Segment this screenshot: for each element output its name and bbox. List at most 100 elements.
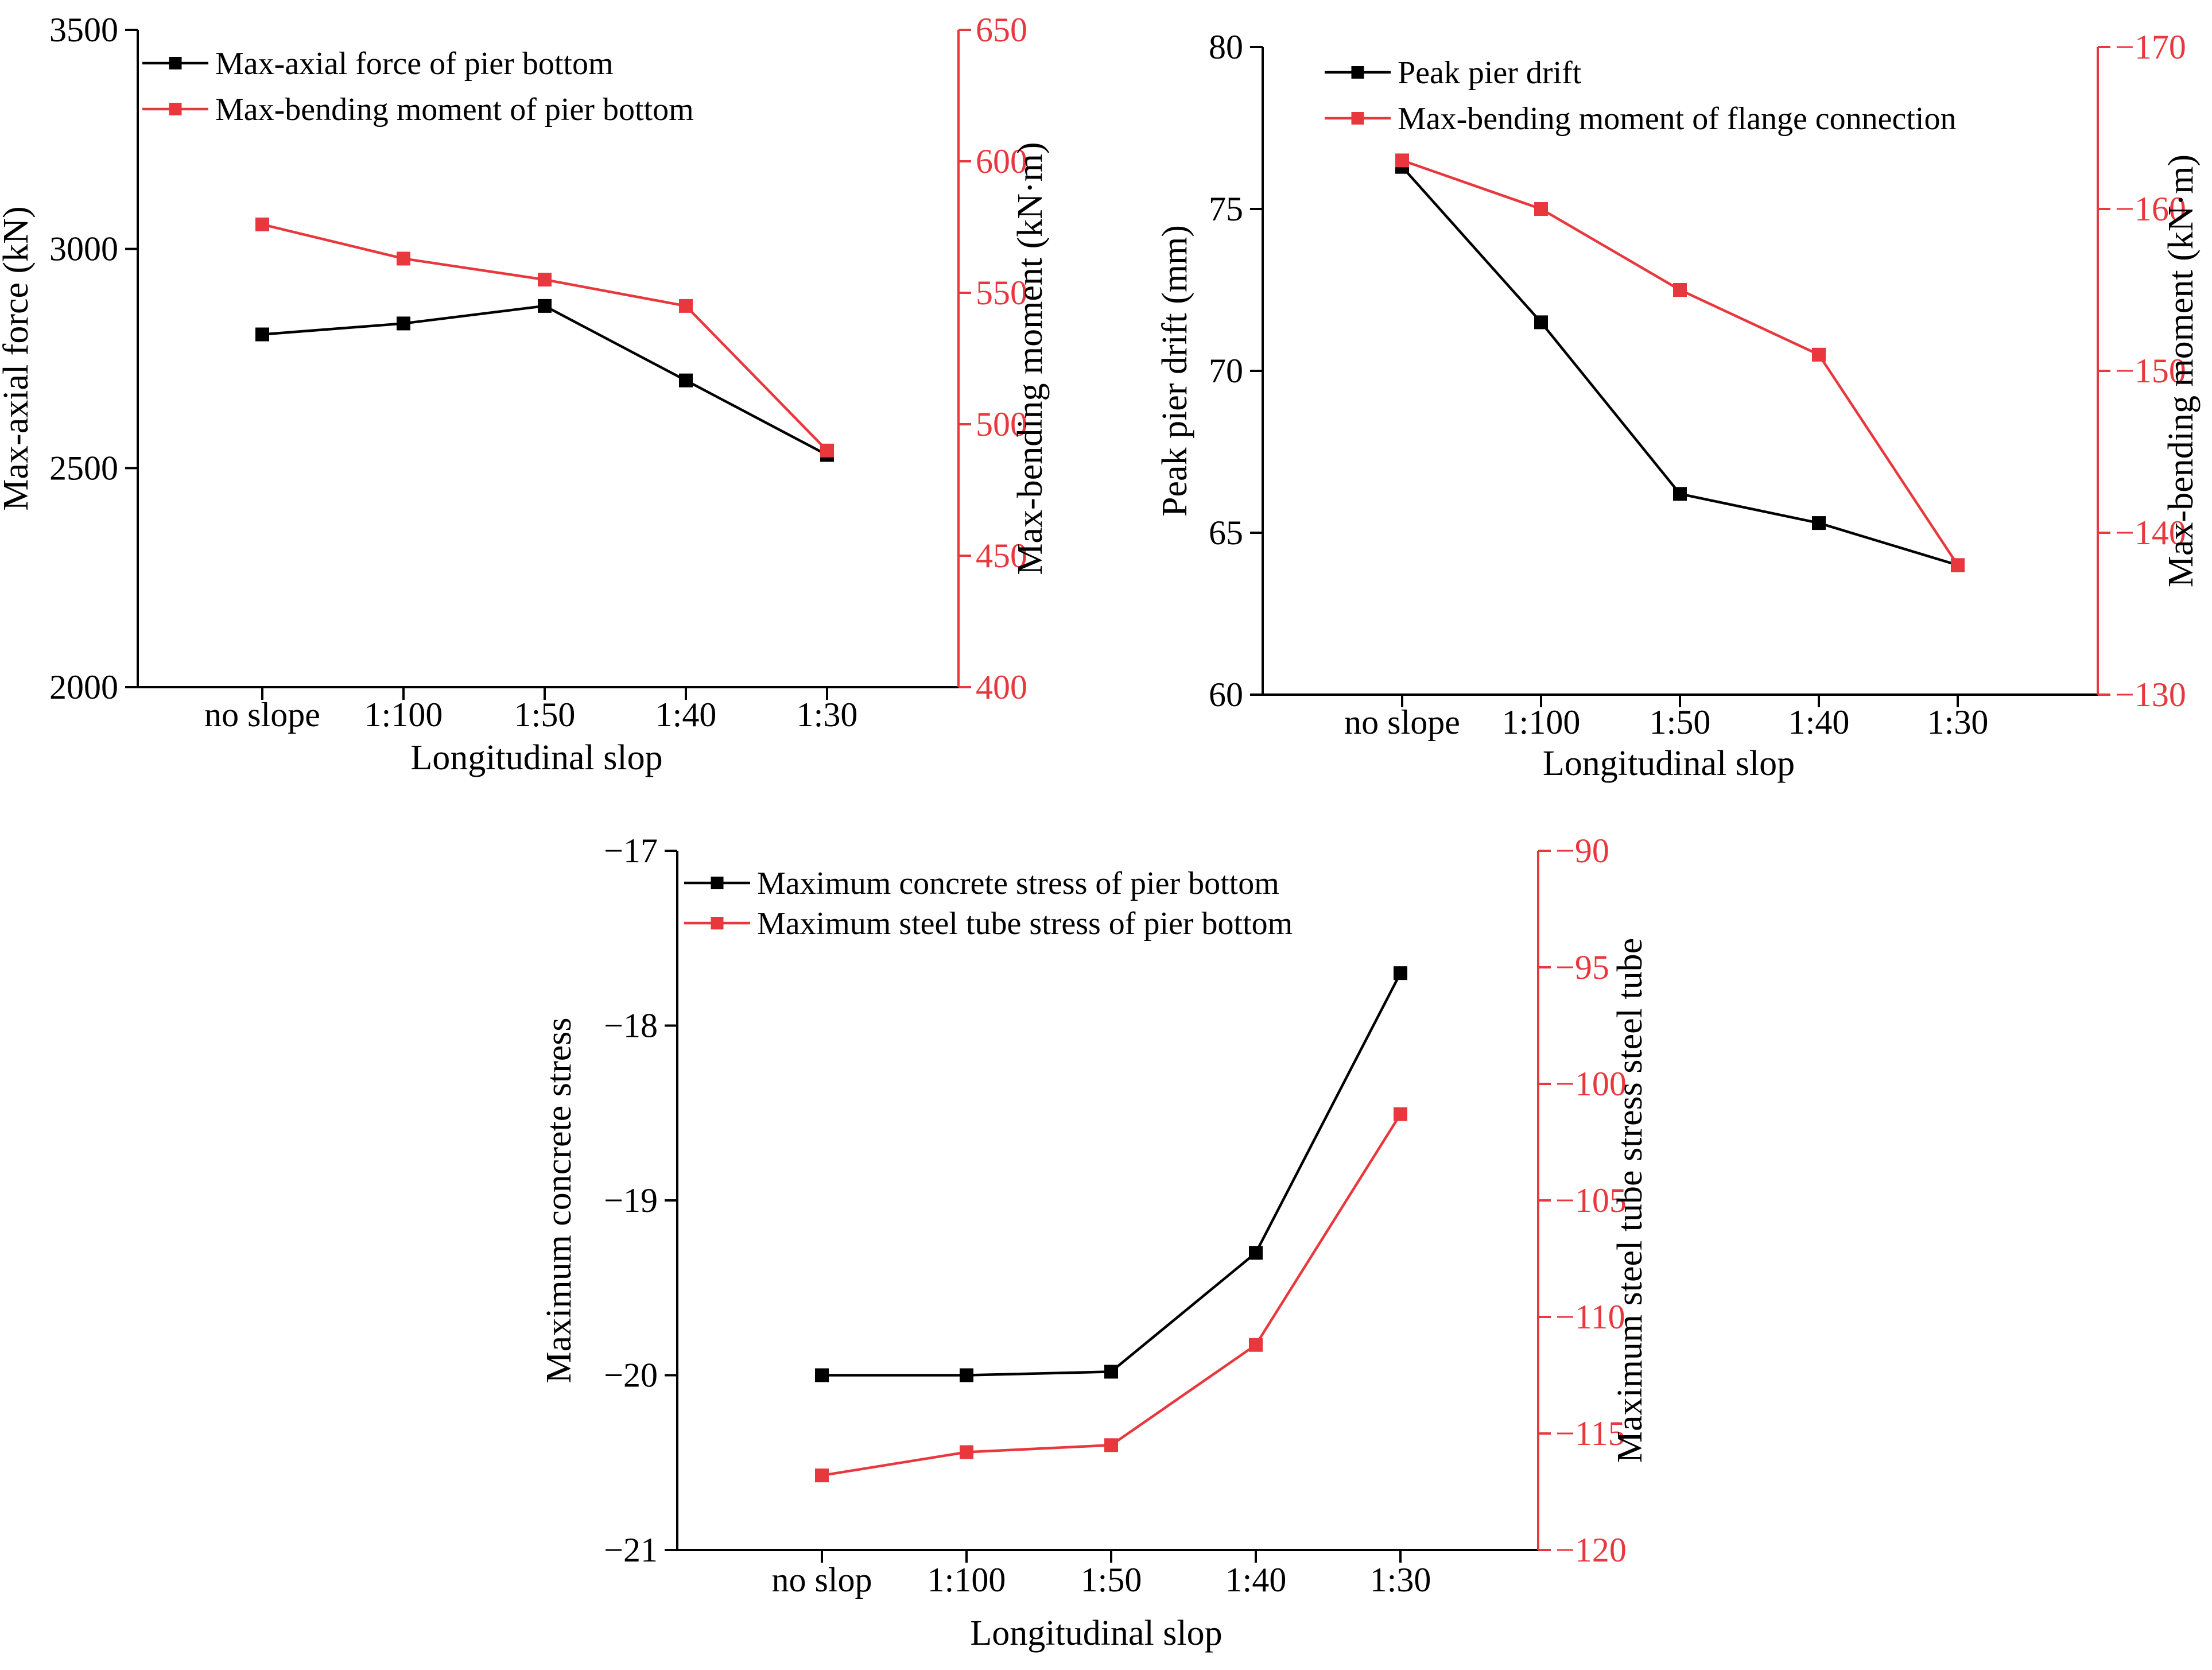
series-2-point	[1395, 153, 1409, 168]
series-1-point	[538, 299, 552, 313]
series-1-point	[1104, 1365, 1118, 1379]
top-left-chart: 2000 2500 3000 3500 400 450 500 550 600 650 no slo…	[0, 11, 1050, 777]
right-y-tick-label: 450	[976, 537, 1027, 575]
x-tick-label: 1:30	[1370, 1561, 1431, 1599]
legend-label-1: Max-axial force of pier bottom	[215, 46, 614, 82]
left-y-tick-label: 70	[1209, 352, 1243, 390]
left-y-axis-title: Peak pier drift (mm)	[1155, 225, 1194, 517]
series-2-point	[820, 443, 834, 458]
left-y-tick-label: 2500	[49, 449, 118, 487]
legend-label-2: Max-bending moment of pier bottom	[215, 92, 694, 127]
legend-marker-1	[1351, 66, 1364, 79]
x-tick-label: 1:50	[1081, 1561, 1142, 1599]
left-y-tick-label: 65	[1209, 514, 1243, 552]
left-y-axis-title: Maximum concrete stress	[540, 1017, 579, 1383]
left-y-tick-label: −21	[604, 1531, 658, 1569]
right-y-tick-label: 400	[976, 668, 1027, 706]
right-y-axis-title: Max-bending moment (kN·m)	[2161, 154, 2201, 587]
legend-label-2: Maximum steel tube stress of pier bottom	[757, 906, 1293, 941]
x-tick-label: 1:100	[928, 1561, 1006, 1599]
right-y-tick-label: 500	[976, 405, 1027, 443]
right-y-tick-label: −95	[1555, 948, 1609, 986]
series-2-point	[960, 1445, 973, 1459]
series-2-point	[1534, 202, 1548, 216]
x-tick-label: 1:30	[797, 696, 858, 734]
left-y-tick-label: −17	[604, 832, 658, 870]
x-axis-title: Longitudinal slop	[1543, 744, 1795, 783]
left-y-tick-label: 80	[1209, 28, 1243, 66]
series-1-point	[960, 1368, 973, 1382]
legend-marker-2	[1351, 112, 1364, 125]
bottom-chart: −21 −20 −19 −18 −17 −120 −115 −110 −105 −100 −95 −9…	[540, 832, 1650, 1653]
series-1-point	[1534, 315, 1548, 330]
x-tick-label: 1:30	[1927, 703, 1989, 741]
left-y-tick-label: 3500	[49, 11, 118, 49]
right-y-tick-label: −160	[2115, 190, 2186, 228]
x-axis-title: Longitudinal slop	[410, 738, 662, 777]
legend-label-1: Peak pier drift	[1398, 55, 1582, 91]
series-2-point	[1673, 283, 1687, 297]
left-y-axis-title: Max-axial force (kN)	[0, 206, 36, 510]
left-y-tick-label: −19	[604, 1181, 658, 1219]
series-2-point	[1249, 1338, 1263, 1352]
series-2-point	[1951, 558, 1965, 572]
right-y-tick-label: −170	[2115, 28, 2186, 66]
legend-label-1: Maximum concrete stress of pier bottom	[757, 866, 1279, 901]
right-y-axis-title: Maximum steel tube stress steel tube	[1611, 938, 1650, 1463]
right-y-tick-label: −100	[1555, 1065, 1627, 1103]
left-y-tick-label: −20	[604, 1357, 658, 1394]
right-y-tick-label: −130	[2115, 676, 2186, 714]
right-y-tick-label: 650	[976, 11, 1027, 49]
left-y-tick-label: 3000	[49, 230, 118, 268]
left-y-tick-label: 2000	[49, 668, 118, 706]
x-tick-label: 1:40	[1788, 703, 1850, 741]
legend-label-2: Max-bending moment of flange connection	[1398, 101, 1957, 137]
series-2-point	[255, 217, 269, 231]
series-1-point	[815, 1368, 829, 1382]
right-y-tick-label: −105	[1555, 1181, 1627, 1219]
right-y-tick-label: −115	[1555, 1415, 1625, 1452]
x-tick-label: 1:40	[655, 696, 717, 734]
x-tick-label: 1:100	[364, 696, 443, 734]
right-y-tick-label: −140	[2115, 514, 2186, 552]
right-y-tick-label: −150	[2115, 352, 2186, 390]
series-line-1	[1401, 166, 1958, 567]
x-tick-label: no slop	[771, 1561, 872, 1599]
series-line-1	[262, 304, 828, 456]
legend-marker-2	[711, 917, 724, 929]
series-line-1	[822, 972, 1402, 1377]
series-line-2	[262, 223, 828, 452]
left-y-tick-label: 75	[1209, 190, 1243, 228]
legend-marker-1	[711, 877, 724, 889]
right-y-tick-label: −110	[1555, 1298, 1625, 1336]
x-tick-label: 1:40	[1225, 1561, 1287, 1599]
right-y-tick-label: 550	[976, 274, 1027, 312]
series-1-point	[1673, 487, 1687, 501]
series-1-point	[255, 327, 269, 342]
series-2-point	[538, 273, 552, 287]
right-y-tick-label: 600	[976, 142, 1027, 180]
x-tick-label: 1:100	[1502, 703, 1581, 741]
right-y-axis-title: Max-bending moment (kN·m)	[1011, 142, 1050, 575]
right-y-tick-label: −120	[1555, 1531, 1627, 1569]
top-right-chart: 60 65 70 75 80 −130 −140 −150 −160 −170 no slope 1:…	[1155, 28, 2201, 783]
x-tick-label: 1:50	[1650, 703, 1711, 741]
series-2-point	[1104, 1438, 1118, 1452]
x-axis-title: Longitudinal slop	[970, 1614, 1222, 1653]
series-2-point	[679, 299, 693, 313]
series-1-point	[397, 316, 410, 331]
series-2-point	[397, 251, 410, 266]
series-1-point	[1249, 1246, 1263, 1260]
x-tick-label: no slope	[204, 696, 320, 734]
series-1-point	[679, 373, 693, 388]
x-tick-label: 1:50	[514, 696, 576, 734]
series-1-point	[1394, 966, 1407, 981]
legend-marker-1	[169, 57, 182, 69]
series-line-2	[821, 1113, 1402, 1477]
series-2-point	[815, 1468, 829, 1483]
series-line-2	[1402, 159, 1959, 566]
series-2-point	[1394, 1107, 1407, 1121]
series-1-point	[1812, 516, 1826, 530]
left-y-tick-label: −18	[604, 1007, 658, 1045]
